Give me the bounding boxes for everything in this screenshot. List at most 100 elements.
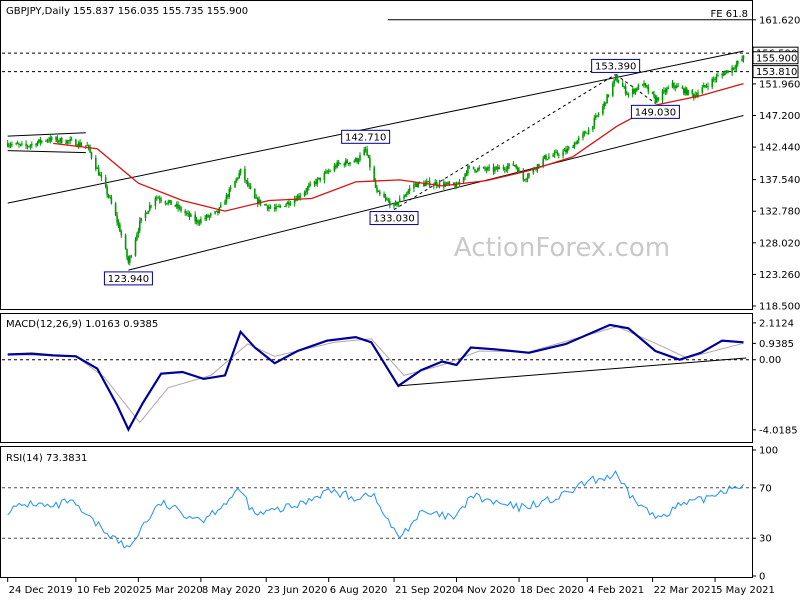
candle-body-354 (711, 79, 713, 87)
candle-body-88 (180, 207, 182, 211)
candle-body-292 (586, 133, 588, 135)
candle-body-303 (607, 94, 610, 96)
candle-body-299 (602, 106, 604, 114)
candle-body-111 (227, 195, 229, 197)
candle-body-202 (407, 190, 409, 194)
candle-body-351 (704, 85, 706, 87)
candle-body-366 (734, 68, 736, 70)
candle-body-192 (387, 199, 390, 202)
candle-body-356 (714, 79, 716, 81)
candle-body-193 (389, 201, 391, 206)
candle-body-247 (496, 166, 499, 170)
candle-body-300 (603, 102, 606, 107)
candle-body-25 (56, 137, 59, 142)
candle-body-212 (427, 180, 429, 182)
candle-body-277 (556, 151, 559, 155)
candle-body-336 (674, 86, 677, 88)
candle-body-119 (244, 168, 246, 181)
candle-body-78 (160, 200, 162, 202)
candle-body-281 (565, 149, 567, 153)
candle-body-172 (347, 163, 350, 164)
candle-body-110 (225, 195, 228, 202)
x-tick-label-4: 23 Jun 2020 (267, 585, 327, 596)
candle-body-85 (175, 204, 178, 207)
candle-body-175 (354, 158, 357, 162)
candle-body-186 (376, 187, 378, 192)
candle-body-209 (423, 183, 425, 187)
candle-body-164 (333, 165, 336, 172)
candle-body-233 (468, 166, 471, 168)
candle-body-232 (467, 166, 469, 174)
candle-body-288 (577, 137, 580, 141)
candle-body-82 (168, 200, 171, 202)
candle-body-332 (666, 88, 668, 93)
candle-body-124 (254, 188, 256, 199)
candle-body-38 (80, 145, 83, 147)
candle-body-87 (178, 207, 181, 209)
candle-body-139 (283, 206, 286, 208)
candle-body-112 (228, 189, 231, 197)
candle-body-140 (285, 204, 287, 207)
candle-body-115 (235, 178, 238, 181)
candle-body-361 (724, 72, 726, 76)
candle-body-182 (367, 154, 370, 158)
candle-body-49 (104, 177, 107, 188)
candle-body-362 (725, 70, 728, 73)
candle-body-221 (445, 182, 448, 185)
candle-body-269 (542, 158, 544, 167)
candle-body-102 (208, 215, 211, 218)
candle-body-27 (59, 138, 61, 142)
candle-body-226 (455, 183, 458, 189)
candle-body-318 (637, 84, 640, 90)
swing-label-1: 142.710 (345, 132, 386, 143)
dashed-line-retrace (393, 73, 616, 210)
candle-body-189 (383, 194, 385, 198)
candle-body-191 (386, 198, 388, 200)
candle-body-127 (258, 199, 260, 204)
candle-body-259 (522, 170, 525, 180)
candle-body-20 (46, 140, 49, 142)
candle-body-133 (269, 207, 272, 208)
candle-body-29 (65, 143, 67, 144)
candle-body-206 (416, 183, 418, 188)
rsi-y-tick-label-2: 30 (759, 534, 772, 545)
candle-body-261 (525, 179, 527, 180)
candle-body-125 (255, 197, 258, 199)
swing-label-2: 133.030 (373, 214, 414, 225)
candle-body-268 (538, 164, 540, 167)
candle-body-157 (318, 177, 320, 179)
candle-body-32 (69, 139, 71, 141)
candle-body-3 (11, 144, 13, 145)
candle-body-330 (663, 90, 665, 92)
candle-body-205 (414, 183, 417, 185)
candle-body-275 (553, 152, 556, 156)
candle-body-237 (477, 168, 479, 172)
candle-body-266 (535, 169, 537, 170)
candle-body-66 (137, 230, 140, 235)
candle-body-355 (712, 79, 715, 80)
candle-body-45 (96, 168, 98, 170)
candle-body-312 (626, 93, 628, 95)
rsi-line (7, 470, 744, 549)
candle-body-234 (472, 166, 475, 170)
candle-body-241 (485, 169, 488, 171)
candle-body-52 (109, 197, 111, 198)
candle-body-255 (514, 165, 516, 166)
candle-body-40 (86, 145, 88, 146)
candle-body-165 (335, 165, 337, 168)
x-tick-label-1: 10 Feb 2020 (77, 585, 139, 596)
candle-body-48 (100, 175, 103, 178)
macd-panel: 2.1124 0.9385 0.00 -4.0185 (2, 318, 798, 436)
channel-line-wedge-bottom (7, 150, 86, 154)
candle-body-43 (90, 152, 93, 158)
candle-body-257 (516, 167, 519, 173)
candle-body-178 (359, 155, 361, 161)
candle-body-9 (25, 143, 27, 146)
candle-body-0 (6, 143, 9, 147)
candle-body-22 (49, 137, 52, 142)
candle-body-348 (697, 92, 699, 96)
candle-body-41 (87, 145, 90, 147)
candle-body-228 (458, 181, 461, 185)
candle-body-248 (498, 167, 500, 170)
x-tick-label-6: 21 Sep 2020 (395, 585, 458, 596)
